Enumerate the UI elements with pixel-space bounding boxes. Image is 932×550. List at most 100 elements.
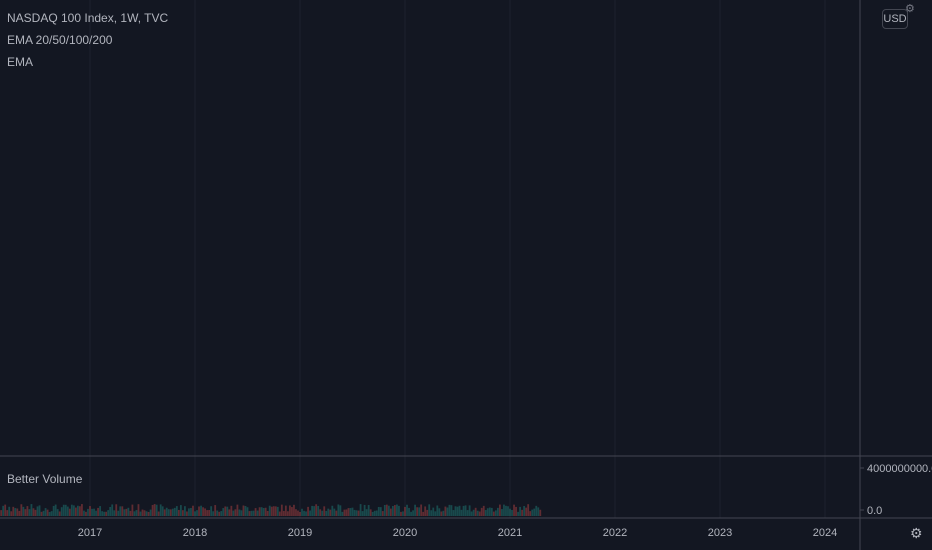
volume-bar (539, 509, 542, 516)
volume-bar (32, 508, 35, 516)
volume-bar (335, 510, 338, 516)
volume-bar (434, 511, 437, 516)
volume-bar (377, 506, 380, 516)
volume-bar (220, 511, 223, 516)
volume-bar (490, 507, 493, 516)
volume-bar (250, 510, 253, 516)
settings-icon[interactable]: ⚙ (910, 525, 923, 541)
volume-bar (492, 511, 495, 516)
volume-bar (105, 511, 108, 516)
volume-bar (121, 506, 124, 516)
volume-bar (408, 507, 410, 516)
volume-bar (2, 505, 5, 516)
volume-bar (36, 506, 39, 516)
volume-bar (230, 505, 233, 516)
volume-bar (16, 508, 19, 516)
volume-bar (85, 511, 87, 516)
volume-bar (171, 508, 174, 516)
volume-bar (147, 511, 150, 516)
volume-bar (402, 511, 404, 516)
volume-bar (472, 509, 475, 516)
volume-bar (260, 507, 263, 516)
volume-bar (10, 511, 13, 516)
volume-bar (169, 509, 172, 516)
volume-bar (79, 506, 81, 516)
volume-bar (432, 507, 435, 516)
volume-bar (115, 504, 118, 516)
ema-indicator-legend[interactable]: EMA 20/50/100/200 (7, 33, 113, 47)
volume-bar (157, 511, 160, 516)
volume-bar (274, 506, 277, 516)
volume-bar (387, 505, 390, 516)
volume-bar (204, 508, 206, 516)
volume-bar (484, 510, 487, 516)
volume-bar (442, 510, 445, 516)
volume-bar (50, 511, 53, 516)
volume-bar (513, 504, 515, 516)
gear-icon[interactable]: ⚙ (905, 3, 915, 15)
volume-bar (226, 506, 229, 516)
volume-bar (436, 505, 439, 516)
volume-bar (232, 510, 235, 516)
volume-bar (533, 508, 536, 516)
volume-bar (440, 511, 443, 516)
volume-bar (224, 506, 227, 516)
volume-bar (404, 506, 406, 516)
volume-bar (505, 505, 507, 516)
volume-bar (414, 504, 416, 516)
volume-bar (331, 505, 334, 516)
volume-bar (159, 504, 162, 516)
volume-indicator-legend[interactable]: Better Volume (7, 472, 83, 486)
volume-bar (202, 507, 204, 516)
volume-bar (44, 508, 47, 516)
volume-bar (511, 510, 513, 516)
volume-bar (357, 510, 360, 516)
volume-bar (8, 506, 11, 516)
currency-button[interactable]: USD (882, 9, 908, 29)
symbol-title[interactable]: NASDAQ 100 Index, 1W, TVC (7, 11, 169, 25)
ema-single-legend[interactable]: EMA (7, 55, 34, 69)
volume-bar (531, 509, 534, 516)
volume-bar (149, 509, 152, 516)
volume-bar (499, 504, 501, 516)
volume-bar (523, 506, 526, 516)
volume-bar (95, 510, 97, 516)
time-tick-label: 2022 (603, 527, 627, 539)
volume-bar (458, 505, 461, 516)
volume-bar (218, 511, 221, 516)
volume-bar (450, 505, 453, 516)
volume-bar (272, 506, 275, 516)
volume-tick-label: 0.0 (867, 505, 882, 517)
volume-bar (242, 505, 245, 516)
volume-bar (291, 507, 293, 516)
volume-bar (381, 511, 384, 516)
volume-bar (398, 505, 400, 516)
volume-bar (280, 504, 283, 516)
volume-bar (410, 511, 412, 516)
volume-bar (293, 504, 295, 516)
volume-bar (295, 509, 297, 516)
time-tick-label: 2019 (288, 527, 312, 539)
volume-bar (12, 506, 15, 516)
volume-bar (341, 511, 344, 516)
volume-bar (252, 510, 255, 516)
volume-bar (228, 509, 231, 516)
volume-bar (64, 504, 67, 516)
volume-bar (38, 505, 41, 516)
volume-bar (93, 508, 95, 516)
volume-bar (515, 506, 517, 516)
volume-bar (40, 511, 43, 516)
volume-bar (222, 508, 225, 516)
volume-bar (254, 508, 257, 516)
volume-bar (428, 504, 431, 516)
volume-bar (117, 510, 120, 516)
volume-bar (186, 511, 188, 516)
volume-bar (282, 510, 285, 516)
volume-bar (319, 509, 322, 516)
volume-bar (238, 509, 241, 516)
volume-bar (103, 511, 106, 516)
volume-bar (286, 511, 289, 516)
volume-bar (480, 507, 483, 516)
volume-bar (507, 506, 509, 516)
